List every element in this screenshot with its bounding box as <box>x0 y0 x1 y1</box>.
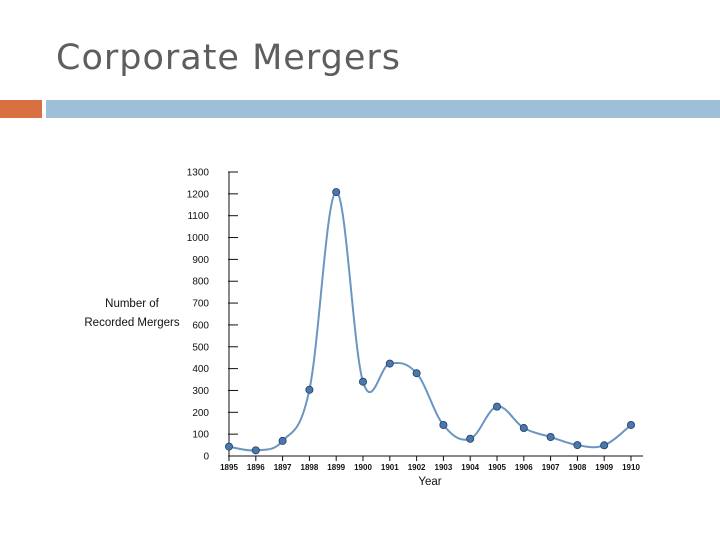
y-tick-label: 300 <box>192 386 209 397</box>
accent-bar-orange <box>0 100 42 118</box>
data-point-1902 <box>412 369 421 378</box>
x-tick-label: 1900 <box>354 463 372 472</box>
series-layer <box>224 188 636 455</box>
x-tick-label: 1909 <box>595 463 613 472</box>
x-axis-title: Year <box>418 476 441 488</box>
x-tick-label: 1903 <box>435 463 453 472</box>
x-tick-label: 1897 <box>274 463 292 472</box>
data-point-1908 <box>573 441 582 450</box>
data-point-1899 <box>332 188 341 197</box>
data-point-1897 <box>278 436 287 445</box>
data-point-1909 <box>600 441 609 450</box>
y-tick-label: 700 <box>192 299 209 310</box>
y-tick-label: 600 <box>192 320 209 331</box>
x-tick-label: 1908 <box>569 463 587 472</box>
data-point-1901 <box>385 359 394 368</box>
y-tick-label: 0 <box>203 452 209 463</box>
accent-bar-blue <box>46 100 720 118</box>
x-tick-label: 1895 <box>220 463 238 472</box>
y-tick-label: 800 <box>192 277 209 288</box>
x-tick-label: 1901 <box>381 463 399 472</box>
data-point-1906 <box>519 424 528 433</box>
x-tick-label: 1905 <box>488 463 506 472</box>
y-axis-title-line-1: Number of <box>105 298 159 310</box>
y-tick-label: 900 <box>192 255 209 266</box>
data-point-1895 <box>224 442 233 451</box>
y-tick-label: 200 <box>192 408 209 419</box>
series-line <box>228 191 632 452</box>
x-tick-label: 1904 <box>461 463 479 472</box>
data-point-1904 <box>466 434 475 443</box>
y-tick-label: 1300 <box>187 168 210 179</box>
slide-title: Corporate Mergers <box>56 38 401 78</box>
data-point-1900 <box>358 377 367 386</box>
y-axis-title-line-2: Recorded Mergers <box>84 317 179 329</box>
x-tick-label: 1896 <box>247 463 265 472</box>
x-tick-label: 1898 <box>301 463 319 472</box>
data-point-1910 <box>627 420 636 429</box>
y-tick-label: 1000 <box>187 233 210 244</box>
y-tick-label: 1100 <box>187 211 209 222</box>
data-point-1907 <box>546 432 555 441</box>
x-tick-label: 1899 <box>327 463 345 472</box>
x-tick-label: 1902 <box>408 463 426 472</box>
x-tick-label: 1906 <box>515 463 533 472</box>
x-tick-label: 1910 <box>622 463 640 472</box>
data-point-1896 <box>251 446 260 455</box>
y-tick-label: 500 <box>192 342 209 353</box>
y-tick-label: 100 <box>192 430 209 441</box>
x-axis: 1895 1896 1897 1898 1899 1900 1901 1902 1903 1904… <box>220 455 643 472</box>
data-point-1903 <box>439 420 448 429</box>
data-point-1905 <box>492 402 501 411</box>
y-tick-label: 1200 <box>187 189 210 200</box>
x-tick-label: 1907 <box>542 463 560 472</box>
y-axis: 0 100 200 300 400 500 600 700 800 900 1000 1100 1200… <box>187 168 238 463</box>
y-tick-label: 400 <box>192 364 209 375</box>
data-point-1898 <box>305 385 314 394</box>
